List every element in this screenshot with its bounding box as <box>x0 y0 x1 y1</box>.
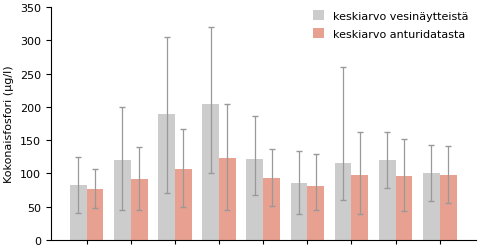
Y-axis label: Kokonaisfosfori (µg/l): Kokonaisfosfori (µg/l) <box>4 66 14 182</box>
Bar <box>87 190 104 240</box>
Bar <box>335 164 351 240</box>
Bar <box>263 178 280 240</box>
Bar <box>423 174 440 240</box>
Legend: keskiarvo vesinäytteistä, keskiarvo anturidatasta: keskiarvo vesinäytteistä, keskiarvo antu… <box>311 9 470 42</box>
Bar <box>114 160 131 240</box>
Bar <box>175 169 192 240</box>
Bar <box>440 176 456 240</box>
Bar <box>351 176 368 240</box>
Bar <box>202 104 219 240</box>
Bar <box>131 180 147 240</box>
Bar <box>290 183 307 240</box>
Bar <box>70 185 87 240</box>
Bar <box>379 160 396 240</box>
Bar <box>219 158 236 240</box>
Bar <box>307 186 324 240</box>
Bar <box>396 176 412 240</box>
Bar <box>158 114 175 240</box>
Bar <box>246 159 263 240</box>
